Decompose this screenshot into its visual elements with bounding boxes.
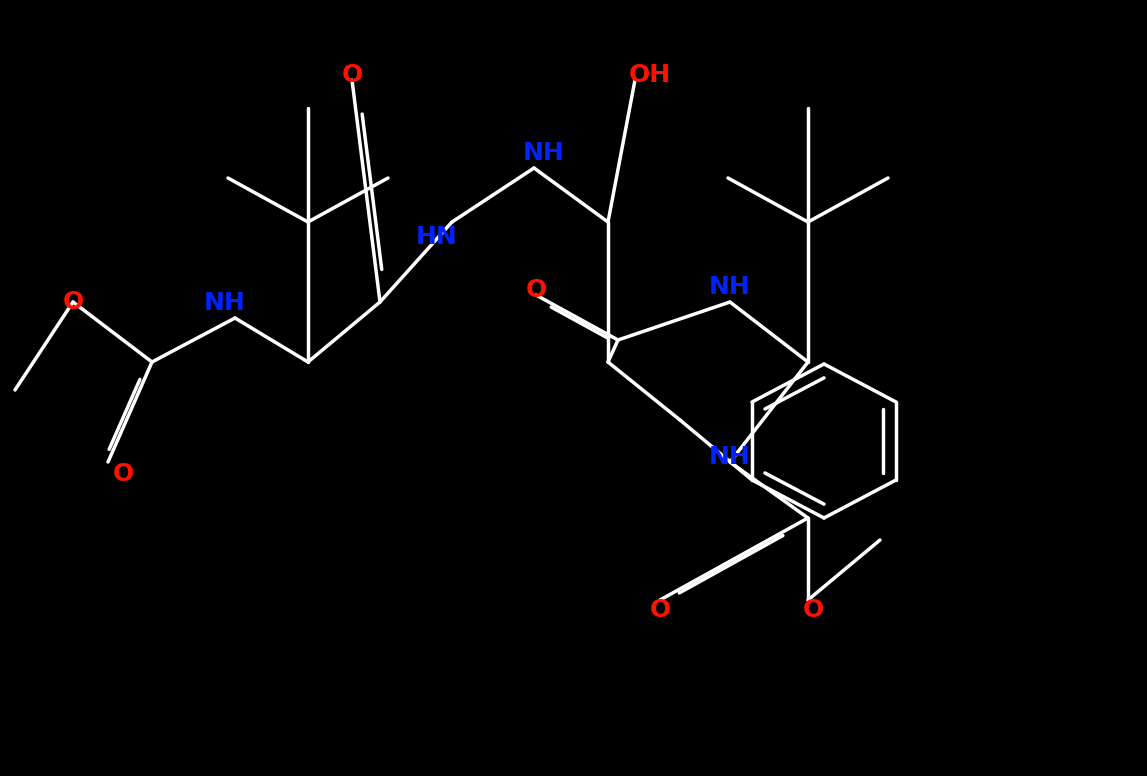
Text: O: O [803,598,824,622]
Text: OH: OH [629,63,671,87]
Text: NH: NH [523,141,564,165]
Text: NH: NH [709,275,751,299]
Text: NH: NH [709,445,751,469]
Text: O: O [112,462,133,486]
Text: HN: HN [416,225,458,249]
Text: O: O [649,598,671,622]
Text: O: O [62,290,84,314]
Text: O: O [342,63,362,87]
Text: O: O [525,278,547,302]
Text: NH: NH [204,291,245,315]
